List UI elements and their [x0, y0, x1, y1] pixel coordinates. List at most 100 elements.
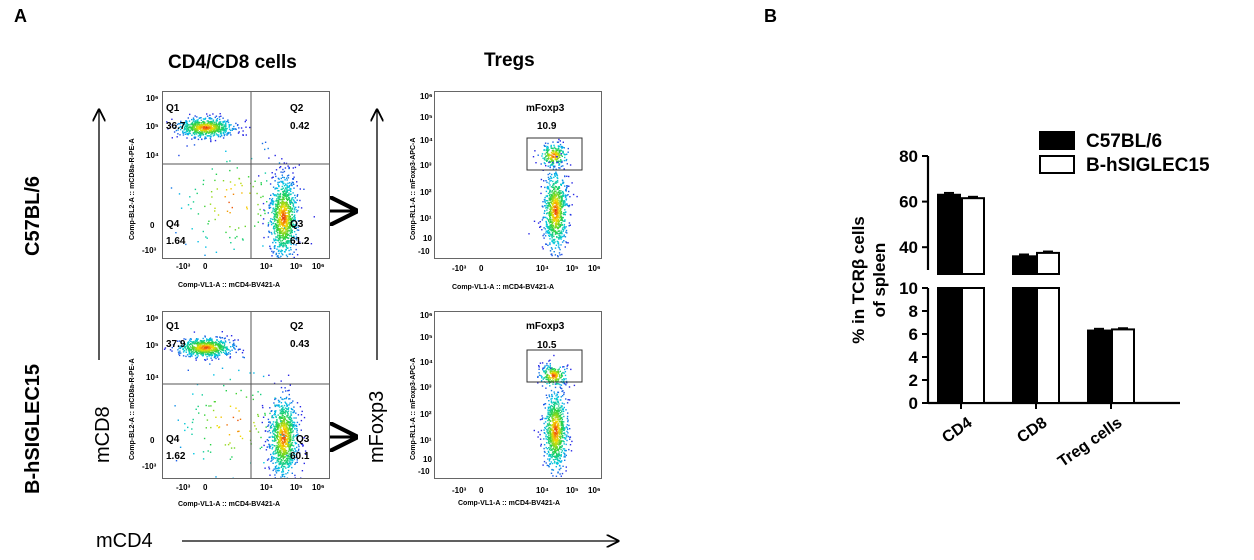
cd8-event — [201, 129, 203, 132]
foxp3-neg-event — [556, 206, 559, 208]
foxp3-neg-event — [552, 195, 555, 197]
cd4-event — [283, 463, 285, 465]
foxp3-neg-event — [558, 444, 560, 446]
foxp3-neg-event — [568, 205, 570, 208]
foxp3-neg-event — [562, 410, 565, 413]
foxp3-neg-event — [545, 216, 547, 219]
scatter-event — [269, 426, 272, 428]
cd4-event — [279, 192, 282, 195]
cd8-event — [219, 124, 221, 126]
cd8-event — [210, 338, 212, 340]
foxp3-neg-event — [557, 201, 560, 203]
foxp3-pos-event — [559, 383, 561, 386]
col-title-cd4cd8: CD4/CD8 cells — [168, 52, 297, 73]
mcd8-axis-word: mCD8 — [92, 406, 114, 463]
cd4-event — [289, 398, 291, 400]
cd8-event — [216, 347, 218, 349]
scatter-event — [206, 237, 208, 239]
cd4-event — [269, 220, 271, 222]
cd4-event — [290, 425, 292, 427]
cd8-event — [172, 344, 175, 346]
foxp3-neg-event — [559, 208, 561, 211]
cd8-event — [229, 350, 231, 352]
cd8-event — [233, 346, 235, 349]
cd4-event — [286, 439, 288, 442]
cd8-event — [210, 355, 213, 357]
foxp3-pos-event — [544, 372, 547, 375]
cd4-event — [270, 410, 272, 412]
cd8-event — [215, 348, 217, 350]
cd8-event — [164, 347, 167, 349]
foxp3-neg-event — [551, 221, 553, 224]
cd8-event — [213, 342, 215, 344]
scatter-event — [205, 246, 207, 248]
foxp3-neg-event — [550, 446, 552, 448]
foxp3-neg-event — [552, 221, 554, 224]
cd4-event — [281, 232, 283, 234]
cd4-event — [276, 418, 278, 421]
cd4-event — [279, 257, 281, 258]
cd4-event — [282, 224, 284, 227]
cd4-event — [269, 474, 271, 476]
cd4-event — [283, 433, 285, 436]
cd4-event — [282, 412, 285, 415]
foxp3-pos-event — [559, 160, 561, 163]
foxp3-neg-event — [554, 185, 557, 188]
cd4-event — [286, 439, 289, 441]
foxp3-neg-event — [550, 208, 552, 211]
cd4-event — [290, 444, 292, 446]
cd4-event — [277, 422, 279, 424]
cd4-event — [279, 418, 281, 420]
cd8-event — [196, 126, 198, 129]
cd4-event — [290, 193, 292, 196]
foxp3-pos-event — [552, 380, 555, 382]
cd4-event — [283, 449, 285, 452]
scatter-event — [271, 211, 273, 214]
foxp3-pos-event — [560, 159, 562, 161]
cd8-event — [224, 129, 227, 132]
foxp3-pos-event — [566, 365, 568, 367]
cd4-event — [272, 430, 274, 432]
cd8-event — [184, 121, 186, 123]
cd8-event — [224, 352, 226, 354]
foxp3-pos-event — [558, 164, 560, 166]
foxp3-neg-event — [546, 209, 548, 211]
cd8-event — [192, 347, 194, 350]
y-tick-2-3: 10³ — [420, 161, 432, 170]
cd8-event — [232, 345, 234, 347]
cd4-event — [281, 436, 283, 439]
foxp3-neg-event — [562, 216, 564, 219]
cd4-event — [284, 214, 286, 217]
foxp3-neg-event — [554, 188, 556, 190]
cd4-event — [295, 206, 297, 209]
cd8-event — [209, 123, 211, 125]
cd8-event — [231, 127, 234, 130]
cd4-event — [293, 251, 295, 253]
foxp3-neg-event — [548, 453, 550, 455]
cd4-event — [298, 445, 300, 448]
foxp3-neg-event — [558, 224, 560, 226]
foxp3-neg-event — [557, 255, 559, 257]
q3-name-1: Q3 — [290, 219, 304, 230]
foxp3-neg-event — [551, 224, 553, 227]
cd4-event — [276, 432, 278, 434]
cd4-event — [275, 200, 277, 202]
foxp3-neg-event — [554, 397, 556, 400]
foxp3-neg-event — [562, 193, 565, 195]
y-tick-2-1: 10⁵ — [420, 113, 433, 122]
foxp3-neg-event — [551, 223, 554, 225]
cd8-event — [203, 342, 205, 344]
cd4-event — [290, 220, 292, 222]
cd4-event — [296, 437, 298, 440]
cd8-event — [183, 129, 185, 131]
foxp3-pos-event — [558, 163, 561, 165]
cd4-event — [299, 188, 301, 190]
foxp3-pos-event — [551, 372, 553, 375]
scatter-event — [213, 401, 216, 403]
cd4-event — [289, 427, 291, 429]
cd8-event — [198, 131, 201, 133]
cd4-event — [277, 399, 280, 402]
cd4-event — [291, 449, 293, 451]
cd4-event — [277, 227, 279, 229]
cd4-event — [290, 407, 293, 410]
